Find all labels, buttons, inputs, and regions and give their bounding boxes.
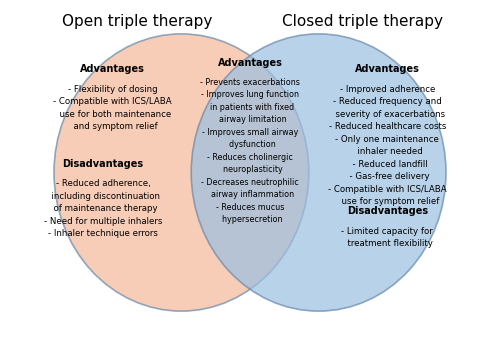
Text: - Prevents exacerbations
- Improves lung function
  in patients with fixed
  air: - Prevents exacerbations - Improves lung… bbox=[200, 78, 300, 224]
Text: Open triple therapy: Open triple therapy bbox=[62, 13, 212, 29]
Ellipse shape bbox=[191, 34, 446, 311]
Text: Advantages: Advantages bbox=[355, 64, 420, 74]
Text: Disadvantages: Disadvantages bbox=[62, 159, 144, 169]
Text: Advantages: Advantages bbox=[80, 64, 145, 74]
Text: - Reduced adherence,
  including discontinuation
  of maintenance therapy
- Need: - Reduced adherence, including discontin… bbox=[44, 179, 162, 238]
Text: Disadvantages: Disadvantages bbox=[346, 206, 428, 216]
Text: - Limited capacity for
  treatment flexibility: - Limited capacity for treatment flexibi… bbox=[342, 227, 433, 248]
Ellipse shape bbox=[54, 34, 309, 311]
Text: Closed triple therapy: Closed triple therapy bbox=[282, 13, 443, 29]
Text: - Improved adherence
- Reduced frequency and
  severity of exacerbations
- Reduc: - Improved adherence - Reduced frequency… bbox=[328, 85, 446, 206]
Text: Advantages: Advantages bbox=[218, 58, 282, 68]
Text: - Flexibility of dosing
- Compatible with ICS/LABA
  use for both maintenance
  : - Flexibility of dosing - Compatible wit… bbox=[54, 85, 172, 131]
